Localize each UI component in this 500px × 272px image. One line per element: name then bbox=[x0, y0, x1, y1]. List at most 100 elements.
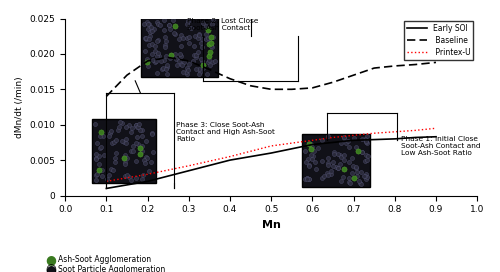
Point bbox=[132, 123, 140, 128]
Point bbox=[192, 54, 200, 59]
Point bbox=[362, 172, 370, 177]
Point bbox=[139, 173, 147, 177]
Point bbox=[307, 146, 315, 151]
Point bbox=[324, 156, 332, 160]
Point bbox=[186, 35, 194, 39]
Point bbox=[206, 40, 214, 44]
Point bbox=[195, 32, 203, 37]
Point bbox=[143, 57, 151, 61]
Point bbox=[138, 177, 145, 181]
Point bbox=[195, 32, 203, 36]
Point bbox=[121, 162, 129, 166]
Point bbox=[178, 62, 186, 67]
Point bbox=[163, 64, 171, 69]
Point bbox=[363, 175, 371, 180]
Point bbox=[194, 50, 202, 55]
Point bbox=[148, 29, 156, 33]
Point bbox=[126, 174, 134, 179]
Point bbox=[182, 66, 190, 70]
Point bbox=[206, 54, 214, 58]
Point bbox=[205, 57, 213, 62]
Point bbox=[152, 54, 160, 58]
Point bbox=[147, 25, 155, 29]
Point bbox=[310, 149, 318, 153]
Point bbox=[142, 155, 150, 159]
Point bbox=[138, 128, 146, 132]
Point bbox=[202, 36, 209, 41]
Point bbox=[179, 70, 187, 74]
Point bbox=[318, 159, 326, 163]
Point bbox=[153, 39, 161, 44]
Point bbox=[200, 66, 207, 70]
Text: Phase 2: Lost Close
Soot-Ash Contact: Phase 2: Lost Close Soot-Ash Contact bbox=[186, 18, 258, 31]
Point bbox=[364, 154, 372, 158]
Point bbox=[175, 59, 183, 63]
Point bbox=[149, 150, 157, 155]
Point bbox=[132, 176, 140, 180]
Point bbox=[204, 42, 212, 46]
Point bbox=[132, 125, 140, 129]
Point bbox=[108, 141, 116, 146]
Point bbox=[171, 32, 179, 36]
Point bbox=[308, 145, 316, 149]
Point bbox=[127, 130, 135, 134]
Point bbox=[163, 72, 171, 76]
Bar bbox=[302, 134, 370, 187]
Point bbox=[207, 41, 215, 45]
Point bbox=[360, 137, 368, 141]
Point bbox=[209, 17, 217, 21]
Point bbox=[200, 63, 207, 67]
Legend: Early SOI,  Baseline,  Printex-U: Early SOI, Baseline, Printex-U bbox=[404, 21, 473, 60]
Point bbox=[348, 156, 356, 160]
Point bbox=[308, 157, 316, 162]
Point bbox=[100, 134, 108, 138]
Point bbox=[95, 162, 103, 166]
Point bbox=[138, 149, 146, 153]
Point bbox=[210, 34, 218, 39]
Point bbox=[352, 169, 360, 174]
Point bbox=[320, 174, 328, 178]
Point bbox=[145, 37, 153, 41]
Point bbox=[354, 149, 362, 153]
Point bbox=[301, 148, 309, 153]
Point bbox=[195, 67, 203, 72]
Point bbox=[148, 131, 156, 135]
Point bbox=[340, 152, 348, 157]
X-axis label: Mn: Mn bbox=[262, 220, 280, 230]
Point bbox=[345, 160, 353, 164]
Point bbox=[97, 129, 105, 134]
Point bbox=[192, 67, 200, 71]
Point bbox=[182, 69, 190, 74]
Point bbox=[304, 157, 312, 162]
Point bbox=[112, 159, 120, 164]
Point bbox=[123, 172, 131, 177]
Point bbox=[168, 53, 175, 58]
Point bbox=[304, 142, 312, 146]
Point bbox=[141, 49, 149, 53]
Text: ●: ● bbox=[45, 263, 56, 272]
Point bbox=[305, 162, 313, 167]
Point bbox=[147, 159, 155, 164]
Point bbox=[121, 159, 129, 164]
Point bbox=[340, 174, 347, 179]
Point bbox=[142, 35, 150, 40]
Point bbox=[192, 53, 200, 57]
Point bbox=[158, 58, 166, 63]
Point bbox=[357, 170, 365, 174]
Point bbox=[92, 141, 100, 145]
Point bbox=[151, 44, 159, 48]
Point bbox=[302, 160, 310, 165]
Point bbox=[178, 33, 186, 37]
Point bbox=[205, 42, 213, 47]
Point bbox=[153, 71, 161, 75]
Point bbox=[148, 52, 156, 56]
Point bbox=[166, 53, 174, 57]
Point bbox=[336, 153, 344, 157]
Point bbox=[352, 166, 360, 170]
Point bbox=[338, 155, 345, 160]
Point bbox=[96, 146, 104, 150]
Point bbox=[207, 44, 215, 48]
Point bbox=[324, 134, 332, 138]
Point bbox=[344, 139, 352, 143]
Point bbox=[306, 142, 314, 146]
